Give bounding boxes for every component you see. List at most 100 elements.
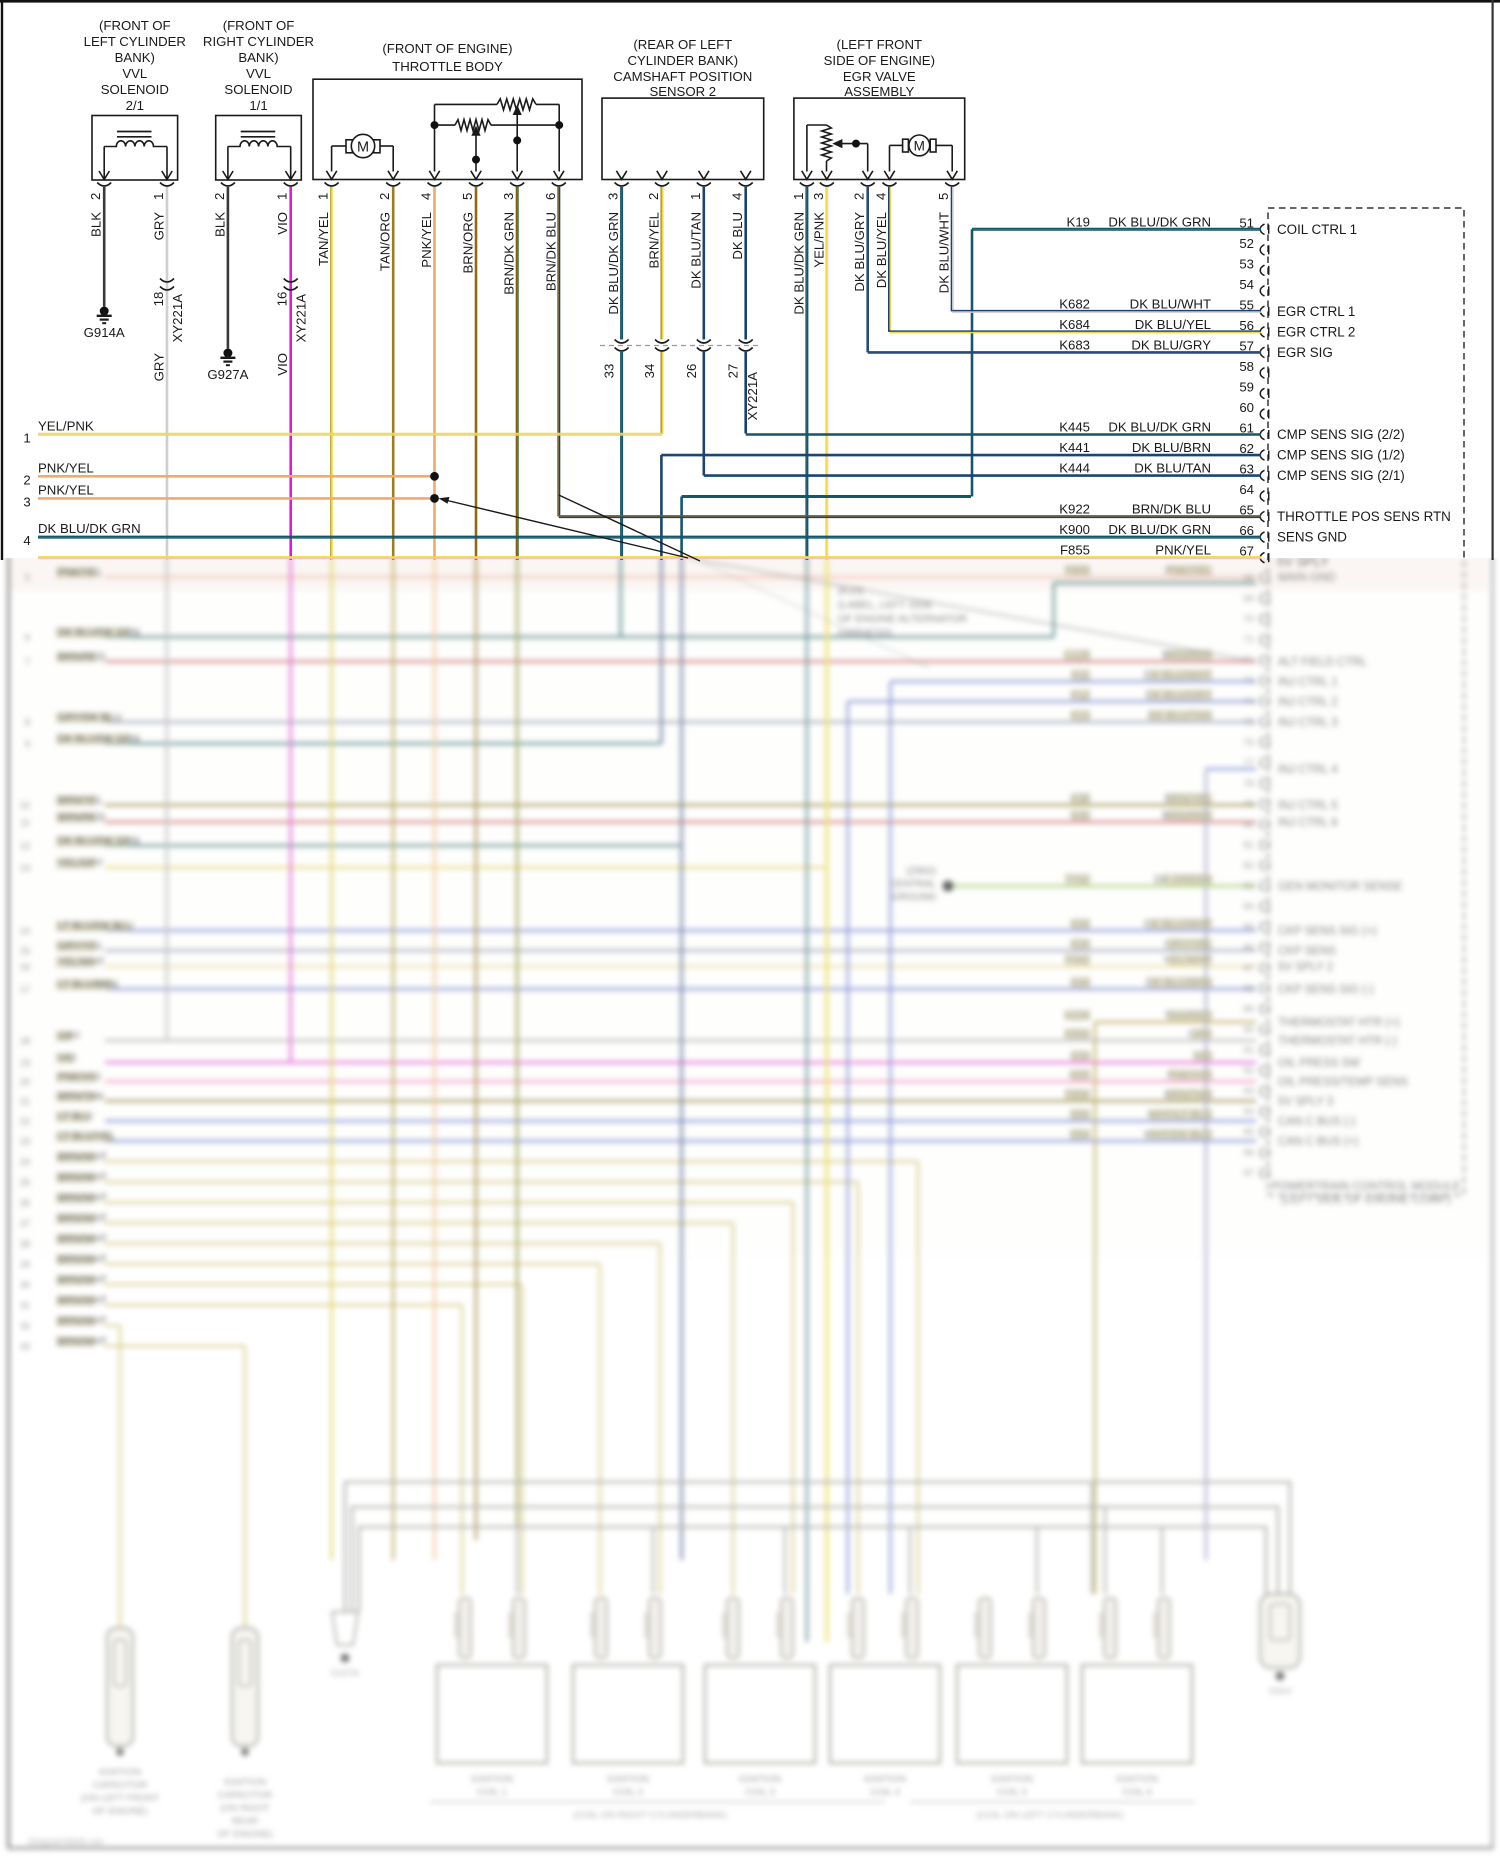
svg-text:BLK: BLK — [212, 212, 227, 237]
svg-text:CAPACITOR: CAPACITOR — [93, 1780, 148, 1791]
svg-text:COIL 1: COIL 1 — [477, 1787, 507, 1798]
svg-text:XY221A: XY221A — [294, 294, 309, 343]
svg-text:T742: T742 — [1065, 874, 1090, 886]
svg-text:SENSOR 2: SENSOR 2 — [649, 84, 716, 99]
svg-text:CAMSHAFT POSITION: CAMSHAFT POSITION — [613, 69, 752, 84]
svg-text:BRN/RED: BRN/RED — [58, 812, 106, 824]
svg-text:LT BLU/YEL: LT BLU/YEL — [58, 1131, 116, 1143]
svg-text:K13: K13 — [1070, 710, 1090, 722]
svg-text:DK BLU/WHT: DK BLU/WHT — [1144, 919, 1212, 931]
svg-text:64: 64 — [1239, 482, 1254, 497]
svg-text:BRN/WHT: BRN/WHT — [58, 1315, 108, 1327]
svg-text:K54: K54 — [1070, 1051, 1090, 1063]
svg-text:BRN/TAN: BRN/TAN — [58, 1091, 103, 1103]
svg-text:LT BLU/BRN: LT BLU/BRN — [58, 979, 118, 991]
svg-text:16: 16 — [20, 962, 30, 972]
svg-text:56: 56 — [1239, 318, 1254, 333]
svg-text:70: 70 — [1243, 614, 1254, 625]
svg-text:THROTTLE BODY: THROTTLE BODY — [392, 59, 503, 74]
svg-text:DK BLU/DK GRN: DK BLU/DK GRN — [1108, 214, 1211, 229]
svg-text:79: 79 — [1243, 799, 1254, 810]
svg-text:CKP SENS: CKP SENS — [1278, 946, 1336, 958]
svg-text:BRN/WHT: BRN/WHT — [58, 1192, 108, 1204]
svg-text:BRN/TAN: BRN/TAN — [1165, 1089, 1213, 1101]
svg-text:GRY: GRY — [152, 353, 167, 382]
svg-text:18: 18 — [20, 1036, 30, 1046]
svg-text:83: 83 — [1243, 881, 1254, 892]
svg-text:BRN/DK BLU: BRN/DK BLU — [1132, 502, 1211, 517]
svg-text:DK BLU/GRY: DK BLU/GRY — [1131, 337, 1211, 352]
svg-text:52: 52 — [1239, 236, 1254, 251]
svg-text:BRN/WHT: BRN/WHT — [58, 1336, 108, 1348]
svg-text:1: 1 — [688, 193, 703, 200]
svg-text:13: 13 — [20, 863, 30, 873]
svg-text:DK BLU/YEL: DK BLU/YEL — [1135, 317, 1211, 332]
svg-text:GRY/DK BLU: GRY/DK BLU — [58, 712, 121, 724]
svg-text:2: 2 — [212, 193, 227, 200]
svg-text:BRN/DK GRN: BRN/DK GRN — [502, 212, 517, 295]
svg-text:K226: K226 — [1064, 1010, 1090, 1022]
svg-text:BANK): BANK) — [115, 50, 155, 65]
svg-text:K12: K12 — [1070, 690, 1090, 702]
svg-text:1: 1 — [791, 193, 806, 200]
svg-text:REAR: REAR — [232, 1816, 259, 1827]
svg-text:K24: K24 — [1070, 939, 1090, 951]
svg-text:BRN/WHT: BRN/WHT — [58, 1233, 108, 1245]
svg-text:K900: K900 — [1059, 522, 1090, 537]
svg-text:(FRONT OF: (FRONT OF — [99, 18, 171, 33]
svg-text:MAIN GND: MAIN GND — [1278, 572, 1336, 584]
svg-text:BRN/WHT: BRN/WHT — [58, 1213, 108, 1225]
svg-text:(LEFT SIDE OF ENGINE COMP): (LEFT SIDE OF ENGINE COMP) — [1281, 1194, 1451, 1206]
svg-text:K684: K684 — [1059, 317, 1090, 332]
svg-text:GROUND: GROUND — [892, 892, 936, 903]
svg-text:CAPACITOR: CAPACITOR — [218, 1790, 273, 1801]
svg-text:C128: C128 — [1064, 650, 1090, 662]
svg-text:G914A: G914A — [84, 325, 125, 340]
svg-text:PNK/YEL: PNK/YEL — [419, 212, 434, 268]
svg-text:BRN/WHT: BRN/WHT — [58, 1151, 108, 1163]
svg-text:11: 11 — [21, 818, 30, 828]
svg-text:HARNESS): HARNESS) — [838, 627, 892, 639]
svg-text:WHT/DK BLU: WHT/DK BLU — [1144, 1129, 1212, 1141]
svg-text:IGNITION: IGNITION — [991, 1774, 1033, 1785]
svg-text:GRY/YEL: GRY/YEL — [1165, 939, 1213, 951]
svg-text:33: 33 — [602, 364, 617, 379]
svg-text:BRN/RED: BRN/RED — [1162, 650, 1212, 662]
svg-text:5: 5 — [460, 193, 475, 200]
svg-text:CMP SENS SIG (2/2): CMP SENS SIG (2/2) — [1277, 427, 1405, 442]
svg-text:17: 17 — [20, 985, 30, 995]
svg-text:THROTTLE POS SENS RTN: THROTTLE POS SENS RTN — [1277, 509, 1451, 524]
svg-text:WHT/LT BLU: WHT/LT BLU — [1148, 1109, 1212, 1121]
svg-text:ALT FIELD CTRL: ALT FIELD CTRL — [1278, 657, 1368, 669]
svg-text:BRN/YEL: BRN/YEL — [647, 212, 662, 268]
svg-text:10: 10 — [20, 801, 30, 811]
svg-text:2/1: 2/1 — [126, 98, 144, 113]
svg-text:BRN/RED: BRN/RED — [1162, 810, 1212, 822]
svg-text:K44: K44 — [1070, 977, 1090, 989]
svg-text:19: 19 — [20, 1058, 30, 1068]
svg-text:(COIL ON RIGHT CYLINDERBANK): (COIL ON RIGHT CYLINDERBANK) — [573, 1810, 727, 1821]
svg-text:4: 4 — [730, 193, 745, 200]
svg-text:PNK/YEL: PNK/YEL — [1155, 543, 1211, 558]
svg-text:YEL/WHT: YEL/WHT — [58, 956, 105, 968]
svg-text:(Z902): (Z902) — [907, 866, 936, 877]
svg-text:THERMOSTAT HTR (+): THERMOSTAT HTR (+) — [1278, 1017, 1400, 1029]
svg-text:77: 77 — [1243, 758, 1254, 769]
svg-text:G927A: G927A — [207, 367, 248, 382]
svg-text:EGR CTRL 2: EGR CTRL 2 — [1277, 325, 1355, 340]
svg-text:CKP SENS SIG (+): CKP SENS SIG (+) — [1278, 926, 1377, 938]
svg-text:PNK/YEL: PNK/YEL — [1166, 565, 1212, 577]
svg-text:K445: K445 — [1059, 420, 1090, 435]
svg-text:IGNITION: IGNITION — [99, 1767, 141, 1778]
svg-text:DK BLU/DK GRN: DK BLU/DK GRN — [1108, 522, 1211, 537]
svg-text:VIO: VIO — [1193, 1051, 1212, 1063]
svg-text:K40: K40 — [1070, 810, 1090, 822]
svg-text:COIL 6: COIL 6 — [1122, 1787, 1152, 1798]
svg-text:12: 12 — [20, 841, 30, 851]
svg-text:D54: D54 — [1070, 1129, 1090, 1141]
svg-text:76: 76 — [1243, 737, 1254, 748]
svg-text:VIO: VIO — [58, 1052, 76, 1064]
svg-text:DiagramWeb.net: DiagramWeb.net — [28, 1837, 103, 1848]
svg-text:(FRONT OF ENGINE): (FRONT OF ENGINE) — [382, 41, 512, 56]
svg-text:4: 4 — [23, 533, 30, 548]
